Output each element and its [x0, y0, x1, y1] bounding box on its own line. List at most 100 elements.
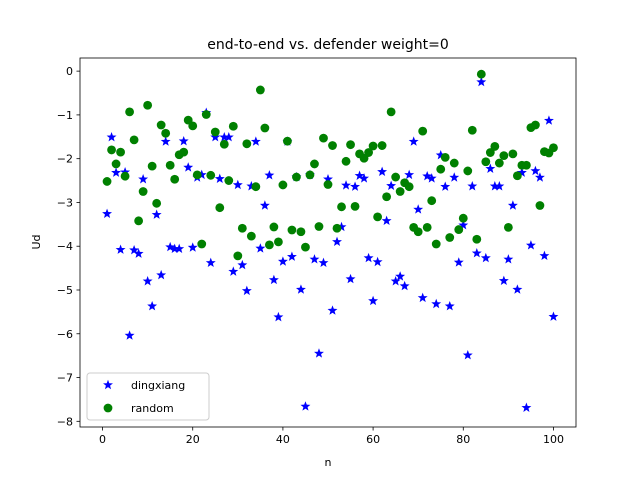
point-dingxiang — [417, 292, 428, 303]
y-tick-label: −4 — [57, 240, 73, 253]
point-random — [463, 166, 473, 176]
point-random — [386, 107, 396, 117]
point-random — [305, 170, 315, 180]
point-random — [332, 223, 342, 233]
point-random — [364, 148, 373, 157]
point-random — [490, 142, 500, 151]
point-random — [310, 159, 319, 169]
point-dingxiang — [106, 132, 117, 142]
point-random — [422, 222, 432, 232]
point-dingxiang — [449, 172, 460, 182]
point-random — [485, 148, 495, 157]
x-tick-label: 20 — [186, 433, 200, 446]
point-random — [264, 240, 274, 250]
point-random — [319, 133, 328, 143]
point-dingxiang — [341, 180, 351, 190]
point-dingxiang — [395, 271, 406, 281]
point-random — [449, 158, 459, 168]
point-dingxiang — [273, 311, 284, 322]
point-random — [368, 141, 378, 151]
point-random — [436, 164, 446, 174]
point-random — [102, 177, 112, 186]
point-dingxiang — [286, 251, 297, 261]
point-dingxiang — [151, 209, 162, 219]
point-random — [476, 69, 486, 79]
point-dingxiang — [169, 243, 180, 254]
point-dingxiang — [268, 274, 279, 285]
point-random — [382, 192, 392, 202]
point-dingxiang — [336, 221, 347, 232]
point-random — [269, 222, 279, 232]
point-random — [179, 147, 189, 157]
point-dingxiang — [323, 174, 333, 184]
point-random — [233, 251, 243, 261]
point-random — [467, 125, 477, 135]
point-random — [278, 180, 288, 190]
x-tick-label: 100 — [543, 433, 564, 446]
point-random — [219, 139, 229, 149]
point-random — [440, 152, 450, 162]
point-random — [531, 120, 540, 130]
point-dingxiang — [174, 243, 185, 254]
point-dingxiang — [296, 284, 306, 294]
point-random — [116, 147, 125, 157]
y-tick-label: −6 — [57, 328, 73, 341]
point-random — [274, 237, 283, 247]
point-dingxiang — [102, 208, 112, 219]
y-tick-label: −1 — [57, 109, 73, 122]
point-dingxiang — [129, 244, 140, 255]
point-random — [260, 123, 270, 133]
point-dingxiang — [115, 244, 126, 254]
point-dingxiang — [377, 166, 388, 177]
x-tick-label: 0 — [99, 433, 106, 446]
point-random — [138, 187, 148, 196]
point-random — [391, 172, 401, 182]
point-random — [147, 161, 157, 171]
point-random — [373, 212, 382, 222]
point-dingxiang — [300, 401, 311, 411]
point-dingxiang — [444, 300, 455, 311]
point-dingxiang — [404, 169, 415, 180]
legend-label-dingxiang: dingxiang — [131, 379, 185, 392]
x-tick-label: 80 — [456, 433, 470, 446]
point-random — [413, 227, 423, 237]
point-dingxiang — [160, 136, 171, 146]
point-dingxiang — [498, 275, 509, 286]
point-random — [301, 242, 310, 252]
point-dingxiang — [111, 167, 122, 177]
point-dingxiang — [246, 181, 257, 191]
point-random — [314, 222, 324, 231]
point-dingxiang — [142, 276, 153, 286]
point-random — [188, 121, 198, 131]
legend-box — [86, 372, 210, 421]
point-random — [323, 180, 333, 189]
point-dingxiang — [426, 173, 437, 183]
point-random — [125, 107, 134, 117]
x-tick-label: 40 — [276, 433, 290, 446]
point-dingxiang — [435, 149, 446, 160]
point-dingxiang — [241, 285, 252, 296]
point-random — [197, 239, 207, 249]
point-random — [499, 151, 509, 161]
point-random — [161, 128, 171, 138]
point-random — [328, 141, 337, 150]
point-dingxiang — [462, 350, 473, 360]
point-random — [246, 231, 256, 241]
point-dingxiang — [408, 136, 419, 146]
point-random — [192, 170, 202, 180]
chart-title: end-to-end vs. defender weight=0 — [207, 37, 449, 53]
point-dingxiang — [359, 173, 370, 183]
point-dingxiang — [480, 252, 491, 263]
point-random — [165, 160, 175, 170]
point-random — [201, 110, 211, 119]
point-dingxiang — [503, 254, 514, 264]
point-random — [107, 145, 116, 155]
point-dingxiang — [516, 167, 527, 177]
point-dingxiang — [530, 165, 541, 176]
point-dingxiang — [399, 280, 410, 291]
point-random — [228, 121, 238, 131]
y-tick-label: −8 — [57, 415, 73, 428]
point-dingxiang — [350, 181, 360, 191]
point-random — [549, 143, 558, 153]
point-dingxiang — [165, 241, 176, 252]
